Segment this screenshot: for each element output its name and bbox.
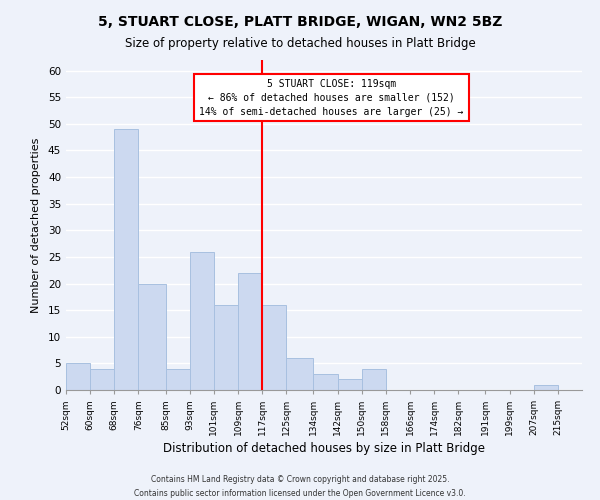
Bar: [262, 305, 286, 390]
Bar: [190, 252, 214, 390]
Y-axis label: Number of detached properties: Number of detached properties: [31, 138, 41, 312]
X-axis label: Distribution of detached houses by size in Platt Bridge: Distribution of detached houses by size …: [163, 442, 485, 456]
Bar: [66, 364, 90, 390]
Bar: [313, 374, 338, 390]
Text: 5 STUART CLOSE: 119sqm
← 86% of detached houses are smaller (152)
14% of semi-de: 5 STUART CLOSE: 119sqm ← 86% of detached…: [199, 78, 464, 116]
Bar: [362, 368, 386, 390]
Bar: [338, 380, 362, 390]
Bar: [238, 273, 262, 390]
Text: Contains HM Land Registry data © Crown copyright and database right 2025.
Contai: Contains HM Land Registry data © Crown c…: [134, 476, 466, 498]
Text: Size of property relative to detached houses in Platt Bridge: Size of property relative to detached ho…: [125, 38, 475, 51]
Bar: [90, 368, 114, 390]
Bar: [534, 384, 558, 390]
Bar: [214, 305, 238, 390]
Bar: [166, 368, 190, 390]
Bar: [286, 358, 313, 390]
Text: 5, STUART CLOSE, PLATT BRIDGE, WIGAN, WN2 5BZ: 5, STUART CLOSE, PLATT BRIDGE, WIGAN, WN…: [98, 15, 502, 29]
Bar: [139, 284, 166, 390]
Bar: [114, 129, 139, 390]
